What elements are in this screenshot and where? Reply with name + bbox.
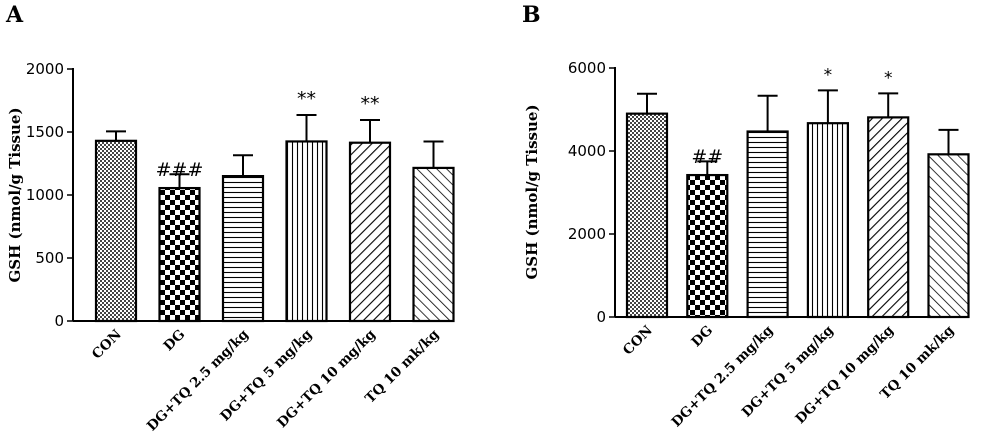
significance-annotation: ### — [156, 159, 204, 181]
y-tick-label: 1000 — [26, 186, 64, 204]
y-tick-label: 1500 — [26, 123, 64, 141]
bar-dg-tq-5-mg-kg — [806, 122, 850, 319]
y-tick-label: 6000 — [568, 59, 606, 77]
significance-annotation: * — [824, 65, 833, 85]
panel-a: A GSH (nmol/g Tissue) 0 500 1000 1500 2000 CO… — [5, 2, 455, 434]
x-tick-label: DG — [688, 323, 716, 351]
x-tick-label: CON — [89, 327, 125, 363]
y-tick-label: 500 — [35, 249, 64, 267]
bar-dg-tq-10-mg-kg — [348, 141, 392, 323]
panel-label-b: B — [522, 2, 541, 28]
bar-dg — [686, 173, 729, 319]
panel-label-a: A — [5, 2, 24, 28]
x-tick-label: DG+TQ 2.5 mg/kg — [668, 322, 776, 430]
x-tick-label: CON — [620, 323, 656, 359]
bar-dg-tq-2-5-mg-kg — [221, 175, 265, 323]
bar-dg — [158, 186, 201, 323]
y-axis-label-b: GSH (nmol/g Tissue) — [523, 104, 541, 279]
y-tick-label: 2000 — [568, 225, 606, 243]
y-tick-label: 0 — [596, 308, 606, 326]
bar-con — [94, 139, 138, 323]
bar-con — [625, 112, 669, 319]
significance-annotation: ** — [361, 93, 380, 115]
x-tick-label: DG+TQ 10 mg/kg — [792, 322, 897, 427]
bar-dg-tq-5-mg-kg — [285, 140, 328, 323]
bar-tq-10-mk-kg — [927, 153, 970, 319]
significance-annotation: ** — [297, 88, 316, 110]
bar-dg-tq-10-mg-kg — [867, 116, 910, 319]
significance-annotation: ## — [691, 146, 723, 168]
x-tick-label: DG — [161, 327, 189, 355]
panel-b: B GSH (nmol/g Tissue) 0 2000 4000 6000 CON ##… — [522, 2, 970, 430]
bar-tq-10-mk-kg — [412, 166, 455, 323]
y-tick-label: 4000 — [568, 142, 606, 160]
y-axis-label-a: GSH (nmol/g Tissue) — [6, 107, 24, 282]
y-tick-label: 2000 — [26, 60, 64, 78]
significance-annotation: * — [884, 68, 893, 88]
y-tick-label: 0 — [54, 312, 64, 330]
bar-dg-tq-2-5-mg-kg — [746, 130, 789, 319]
